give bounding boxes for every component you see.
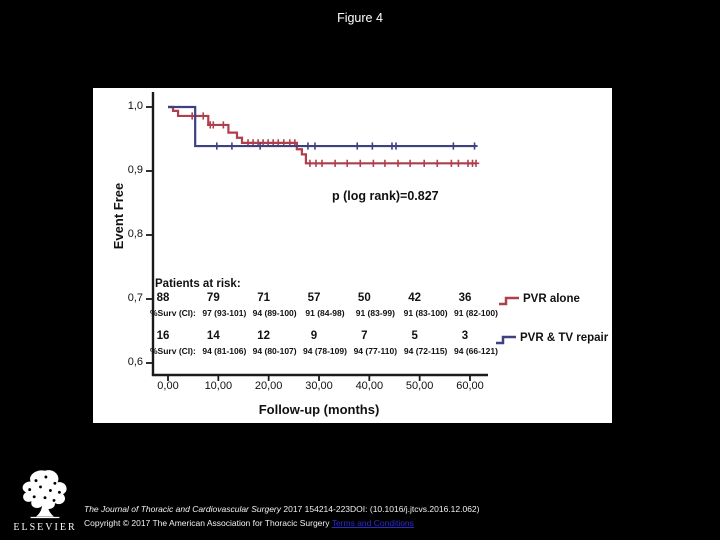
x-tick-label: 0,00 [157, 380, 179, 392]
risk-count: 36 [458, 292, 472, 304]
surv-ci-value: 94 (89-100) [252, 308, 297, 318]
chart-panel: 1,0 0,9 0,8 0,7 0,6 0,00 10,00 20,00 30,00 40,00… [93, 88, 612, 423]
x-tick-label: 40,00 [355, 380, 384, 392]
risk-count: 57 [307, 292, 321, 304]
elsevier-tree-icon [22, 470, 67, 519]
risk-count: 5 [411, 330, 418, 342]
surv-ci-value: 94 (77-110) [353, 346, 398, 356]
legend-label: PVR & TV repair [520, 332, 609, 344]
x-tick-label: 20,00 [254, 380, 283, 392]
y-tick-label: 0,9 [127, 164, 143, 176]
journal-name: The Journal of Thoracic and Cardiovascul… [84, 504, 282, 514]
risk-count: 71 [257, 292, 271, 304]
blue-step-line-icon [496, 335, 516, 345]
citation-line: The Journal of Thoracic and Cardiovascul… [84, 504, 534, 514]
surv-ci-value: 91 (83-100) [403, 308, 448, 318]
risk-count: 3 [461, 330, 469, 342]
terms-and-conditions-link[interactable]: Terms and Conditions [331, 518, 414, 528]
surv-ci-value: 94 (72-115) [403, 346, 448, 356]
surv-ci-value: 91 (83-99) [355, 308, 395, 318]
y-tick-label: 0,7 [127, 292, 143, 304]
citation-details: 2017 154214-223DOI: (10.1016/j.jtcvs.201… [281, 504, 480, 514]
surv-ci-value: 91 (82-100) [454, 308, 498, 318]
risk-count: 9 [310, 330, 318, 342]
surv-ci-value: 94 (81-106) [202, 346, 247, 356]
y-axis-title: Event Free [111, 182, 126, 250]
x-tick-label: 30,00 [305, 380, 333, 392]
p-value-annotation: p (log rank)=0.827 [332, 189, 439, 203]
figure-title: Figure 4 [337, 11, 383, 25]
x-axis-title: Follow-up (months) [258, 402, 380, 417]
y-tick-label: 0,8 [127, 228, 143, 240]
surv-ci-value: 97 (93-101) [202, 308, 247, 318]
surv-row-pvr-tv-repair: %Surv (CI): 94 (81-106) 94 (80-107) 94 (78-… [93, 346, 612, 358]
risk-count: 88 [156, 292, 170, 304]
risk-count: 14 [206, 330, 220, 342]
km-curve-pvr-tv-repair [168, 105, 477, 148]
km-curve-pvr-alone [168, 105, 477, 165]
copyright-text: Copyright © 2017 The American Associatio… [84, 518, 332, 528]
elsevier-wordmark: ELSEVIER [13, 522, 77, 533]
risk-count: 16 [156, 330, 170, 342]
surv-ci-value: 94 (78-109) [303, 346, 347, 356]
risk-counts-pvr-tv-repair: 16 14 12 9 7 5 3 [93, 330, 612, 344]
surv-ci-value: 91 (84-98) [305, 308, 345, 318]
x-tick-label: 60,00 [456, 380, 484, 392]
legend-label: PVR alone [523, 293, 580, 305]
surv-row-pvr-alone: %Surv (CI): 97 (93-101) 94 (89-100) 91 (84-… [93, 308, 612, 320]
red-step-line-icon [499, 296, 519, 306]
copyright-line: Copyright © 2017 The American Associatio… [84, 518, 534, 528]
risk-counts-pvr-alone: 88 79 71 57 50 42 36 [93, 292, 612, 306]
km-plot [146, 92, 488, 381]
risk-count: 12 [257, 330, 271, 342]
risk-count: 50 [357, 292, 371, 304]
risk-count: 7 [361, 330, 368, 342]
surv-ci-value: 94 (80-107) [252, 346, 297, 356]
y-tick-label: 0,6 [127, 356, 143, 368]
risk-count: 42 [408, 292, 422, 304]
surv-ci-label: %Surv (CI): [150, 308, 196, 318]
surv-ci-value: 94 (66-121) [454, 346, 498, 356]
y-tick-label: 1,0 [127, 100, 143, 112]
x-tick-label: 50,00 [405, 380, 434, 392]
surv-ci-label: %Surv (CI): [150, 346, 196, 356]
x-tick-label: 10,00 [204, 380, 233, 392]
risk-count: 79 [206, 292, 220, 304]
patients-at-risk-heading: Patients at risk: [155, 278, 241, 290]
